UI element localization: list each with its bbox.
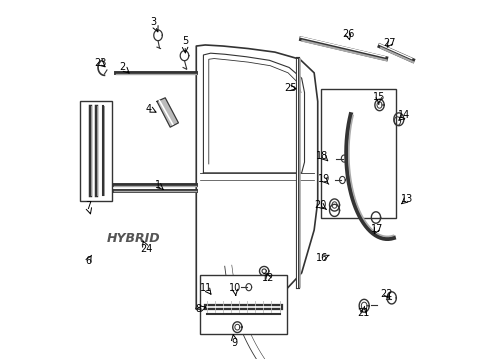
Text: 5: 5 bbox=[182, 36, 187, 46]
Text: 6: 6 bbox=[85, 256, 91, 266]
Text: 16: 16 bbox=[316, 253, 328, 263]
Polygon shape bbox=[157, 98, 178, 127]
Text: 9: 9 bbox=[231, 338, 237, 347]
Text: 24: 24 bbox=[140, 244, 152, 254]
Text: 13: 13 bbox=[401, 194, 413, 204]
Text: 19: 19 bbox=[317, 174, 329, 184]
Text: 2: 2 bbox=[119, 62, 125, 72]
Text: 20: 20 bbox=[314, 200, 326, 210]
Text: 1: 1 bbox=[154, 180, 161, 190]
Text: 3: 3 bbox=[150, 17, 156, 27]
Text: 27: 27 bbox=[383, 38, 395, 48]
Text: 25: 25 bbox=[284, 83, 296, 93]
Text: 11: 11 bbox=[200, 283, 212, 293]
Text: 22: 22 bbox=[380, 289, 392, 298]
Text: 21: 21 bbox=[356, 308, 368, 318]
Text: 15: 15 bbox=[372, 92, 384, 102]
Text: 18: 18 bbox=[316, 151, 328, 161]
Text: 14: 14 bbox=[398, 110, 410, 120]
Text: 17: 17 bbox=[370, 224, 382, 234]
Bar bbox=[80, 102, 112, 202]
Bar bbox=[321, 89, 395, 217]
Text: 12: 12 bbox=[262, 273, 274, 283]
Text: 4: 4 bbox=[145, 104, 151, 113]
Text: HYBRID: HYBRID bbox=[107, 233, 160, 246]
Text: 26: 26 bbox=[341, 29, 354, 39]
Bar bbox=[200, 275, 287, 334]
Text: 10: 10 bbox=[228, 283, 241, 293]
Text: 7: 7 bbox=[85, 201, 91, 211]
Text: 23: 23 bbox=[95, 58, 107, 68]
Text: 8: 8 bbox=[195, 304, 201, 314]
